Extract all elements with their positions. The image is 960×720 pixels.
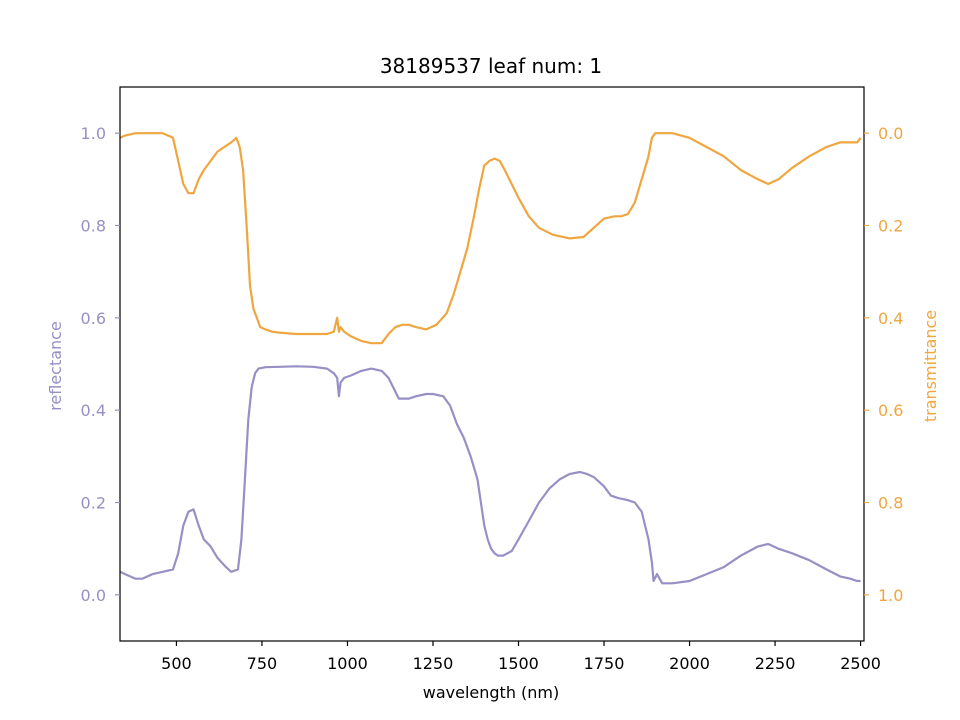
y-axis-label-right: transmittance	[921, 310, 940, 422]
x-tick-label-1000: 1000	[327, 654, 368, 673]
right-y-tick-label-0.2: 0.2	[878, 217, 903, 236]
left-y-tick-label-0.8: 0.8	[81, 217, 106, 236]
right-y-tick-label-0.8: 0.8	[878, 494, 903, 513]
x-tick-label-2500: 2500	[840, 654, 881, 673]
left-y-tick-label-1.0: 1.0	[81, 124, 106, 143]
x-axis-label: wavelength (nm)	[423, 683, 560, 702]
left-y-tick-label-0.0: 0.0	[81, 586, 106, 605]
right-y-tick-label-0.0: 0.0	[878, 124, 903, 143]
x-tick-label-1250: 1250	[413, 654, 454, 673]
x-tick-label-500: 500	[161, 654, 192, 673]
plot-area	[119, 132, 862, 585]
x-tick-label-2250: 2250	[755, 654, 796, 673]
right-y-tick-label-1.0: 1.0	[878, 586, 903, 605]
x-tick-label-2000: 2000	[669, 654, 710, 673]
left-y-tick-label-0.4: 0.4	[81, 401, 106, 420]
y-axis-label-left: reflectance	[46, 321, 65, 411]
left-y-tick-label-0.6: 0.6	[81, 309, 106, 328]
reflectance-series-line	[119, 365, 861, 585]
right-y-tick-label-0.6: 0.6	[878, 401, 903, 420]
x-tick-label-750: 750	[247, 654, 278, 673]
axes: 500 750 1000 1250 1500 1750 2000 2250 2500 0.0 0.2…	[81, 86, 903, 673]
transmittance-series-line	[119, 132, 862, 345]
axes-frame	[119, 86, 865, 642]
right-y-tick-label-0.4: 0.4	[878, 309, 903, 328]
left-y-tick-label-0.2: 0.2	[81, 494, 106, 513]
chart-title: 38189537 leaf num: 1	[380, 54, 602, 78]
x-tick-label-1750: 1750	[584, 654, 625, 673]
x-tick-label-1500: 1500	[498, 654, 539, 673]
